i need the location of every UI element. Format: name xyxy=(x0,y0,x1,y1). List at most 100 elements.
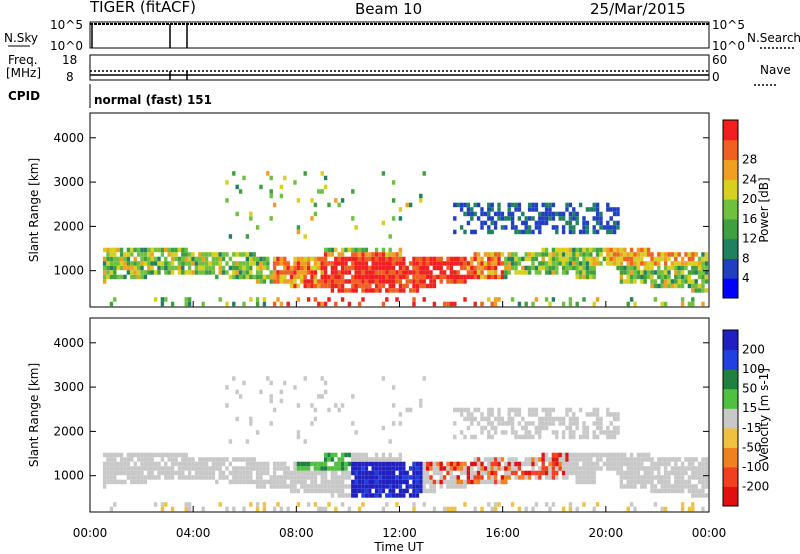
velocity-cell xyxy=(354,452,358,458)
power-ytick-label: 4000 xyxy=(53,131,84,145)
velocity-cell xyxy=(442,466,447,471)
power-cell xyxy=(381,247,386,253)
velocity-cell xyxy=(657,461,661,467)
velocity-cell xyxy=(300,470,304,476)
velocity-cell xyxy=(351,470,355,476)
power-cell xyxy=(660,283,664,289)
velocity-cell xyxy=(232,466,236,471)
velocity-cell xyxy=(704,475,709,480)
velocity-cell xyxy=(595,457,600,462)
velocity-cell xyxy=(364,466,369,471)
velocity-cell xyxy=(296,430,301,435)
power-cell xyxy=(303,256,307,262)
velocity-cell xyxy=(102,470,107,476)
power-cell xyxy=(323,283,328,289)
velocity-cell xyxy=(497,461,501,467)
power-cell xyxy=(140,274,144,280)
velocity-cell xyxy=(303,488,307,494)
velocity-cell xyxy=(395,479,399,485)
velocity-cell xyxy=(378,457,382,462)
power-cell xyxy=(504,225,508,230)
power-cell xyxy=(538,220,542,226)
power-cell xyxy=(388,288,392,293)
velocity-cell xyxy=(344,461,348,467)
power-cell xyxy=(439,265,443,271)
velocity-cell xyxy=(354,457,358,462)
velocity-cell xyxy=(187,466,192,471)
velocity-cell xyxy=(541,416,545,422)
power-cell xyxy=(160,297,165,302)
power-cell xyxy=(551,297,556,302)
power-cell xyxy=(548,256,552,262)
power-cell xyxy=(252,256,256,262)
velocity-cell xyxy=(575,452,579,458)
velocity-cell xyxy=(517,461,522,467)
velocity-cell xyxy=(419,470,423,476)
velocity-cell xyxy=(249,466,253,471)
power-cell xyxy=(432,279,437,284)
power-cell xyxy=(599,252,603,257)
velocity-cell xyxy=(612,412,617,417)
power-cell xyxy=(310,279,314,284)
velocity-cell xyxy=(351,493,355,498)
power-cell xyxy=(680,265,685,271)
power-cell xyxy=(249,256,253,262)
velocity-cell xyxy=(269,475,273,480)
power-cell xyxy=(327,297,331,302)
nsearch-label: N.Search xyxy=(747,31,800,45)
power-cell xyxy=(368,288,372,293)
power-cell xyxy=(697,256,702,262)
power-cell xyxy=(589,256,593,262)
power-cell xyxy=(534,270,539,275)
velocity-cell xyxy=(653,461,658,467)
power-cell xyxy=(310,198,314,203)
power-cell xyxy=(623,270,627,275)
velocity-cell xyxy=(585,479,590,485)
power-cell xyxy=(249,211,253,217)
power-cell xyxy=(204,265,209,271)
power-cell xyxy=(538,225,542,230)
power-cell xyxy=(490,207,494,212)
velocity-cell xyxy=(442,475,447,480)
velocity-cell xyxy=(551,452,556,458)
power-cell xyxy=(276,274,280,280)
power-cell xyxy=(126,261,131,266)
power-cell xyxy=(211,252,216,257)
power-cell xyxy=(272,270,277,275)
power-colorbar-tick: 20 xyxy=(742,192,757,206)
velocity-cell xyxy=(170,452,175,458)
power-cell xyxy=(388,283,392,289)
velocity-cell xyxy=(650,479,654,485)
power-cell xyxy=(551,252,556,257)
power-cell xyxy=(595,261,600,266)
velocity-cell xyxy=(578,434,583,440)
velocity-cell xyxy=(578,457,583,462)
power-cell xyxy=(626,265,630,271)
power-cell xyxy=(697,274,702,280)
velocity-cell xyxy=(507,461,511,467)
velocity-cell xyxy=(687,461,692,467)
power-cell xyxy=(565,270,569,275)
velocity-colorbar-tick: 50 xyxy=(742,382,757,396)
velocity-cell xyxy=(405,488,409,494)
velocity-cell xyxy=(544,470,549,476)
power-cell xyxy=(351,252,355,257)
power-cell xyxy=(510,211,515,217)
power-cell xyxy=(544,220,549,226)
power-cell xyxy=(446,261,450,266)
power-cell xyxy=(150,261,154,266)
freq-panel: Freq. [MHz] 18 8 60 0 Nave xyxy=(6,53,791,86)
power-cell xyxy=(317,261,321,266)
velocity-cell xyxy=(371,461,375,467)
velocity-cell xyxy=(507,470,511,476)
power-cell xyxy=(514,229,518,235)
power-cell xyxy=(521,270,525,275)
power-cell xyxy=(371,288,375,293)
velocity-cell xyxy=(493,466,498,471)
power-cell xyxy=(204,270,209,275)
power-cell xyxy=(558,211,562,217)
power-cell xyxy=(524,252,528,257)
velocity-cell xyxy=(405,475,409,480)
velocity-cell xyxy=(602,461,607,467)
velocity-colorbar-swatch xyxy=(723,447,738,468)
